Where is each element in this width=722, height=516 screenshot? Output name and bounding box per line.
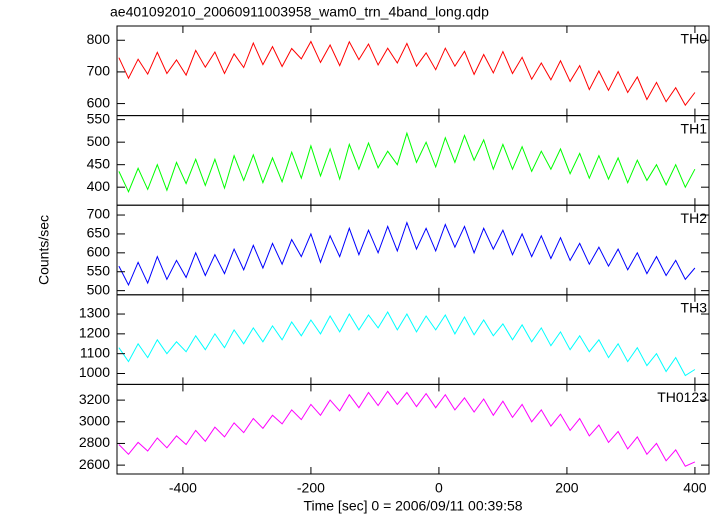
y-tick-label: 3200 bbox=[79, 391, 110, 407]
y-tick-label: 3000 bbox=[79, 412, 110, 428]
series-line bbox=[118, 390, 696, 467]
y-tick-label: 500 bbox=[87, 133, 111, 149]
panel-frame bbox=[116, 204, 710, 296]
panel-frame bbox=[116, 25, 710, 117]
y-tick-label: 1200 bbox=[79, 325, 110, 341]
y-tick-label: 700 bbox=[87, 206, 111, 222]
x-tick-label: 400 bbox=[683, 480, 707, 496]
y-tick-label: 500 bbox=[87, 281, 111, 297]
panel-frame bbox=[116, 294, 710, 385]
series-line bbox=[118, 131, 696, 193]
y-tick-label: 550 bbox=[87, 262, 111, 278]
y-tick-label: 400 bbox=[87, 178, 111, 194]
y-tick-label: 450 bbox=[87, 155, 111, 171]
y-tick-label: 1100 bbox=[80, 344, 110, 360]
y-tick-label: 600 bbox=[87, 94, 111, 110]
x-tick-label: 0 bbox=[435, 480, 443, 496]
x-axis-label: Time [sec] 0 = 2006/09/11 00:39:58 bbox=[303, 498, 522, 514]
panel-frame bbox=[116, 115, 710, 206]
x-tick-label: 200 bbox=[555, 480, 579, 496]
panel-frame bbox=[116, 383, 710, 475]
series-line bbox=[118, 310, 696, 377]
y-tick-label: 1000 bbox=[79, 364, 110, 380]
y-tick-label: 1300 bbox=[79, 305, 110, 321]
y-tick-label: 650 bbox=[87, 225, 111, 241]
series-line bbox=[118, 40, 696, 107]
x-tick-label: -200 bbox=[297, 480, 325, 496]
series-name: TH0123 bbox=[657, 389, 707, 405]
y-tick-label: 700 bbox=[87, 63, 111, 79]
chart-title: ae401092010_20060911003958_wam0_trn_4ban… bbox=[110, 4, 489, 20]
y-tick-label: 550 bbox=[87, 110, 111, 126]
series-line bbox=[118, 221, 696, 287]
y-tick-label: 2800 bbox=[79, 434, 110, 450]
series-name: TH2 bbox=[681, 210, 708, 226]
y-tick-label: 800 bbox=[87, 31, 111, 47]
series-name: TH0 bbox=[681, 31, 708, 47]
series-name: TH3 bbox=[681, 300, 708, 316]
y-tick-label: 2600 bbox=[79, 456, 110, 472]
y-tick-label: 600 bbox=[87, 244, 111, 260]
x-tick-label: -400 bbox=[169, 480, 197, 496]
series-name: TH1 bbox=[681, 120, 708, 136]
y-axis-label: Counts/sec bbox=[36, 215, 52, 285]
